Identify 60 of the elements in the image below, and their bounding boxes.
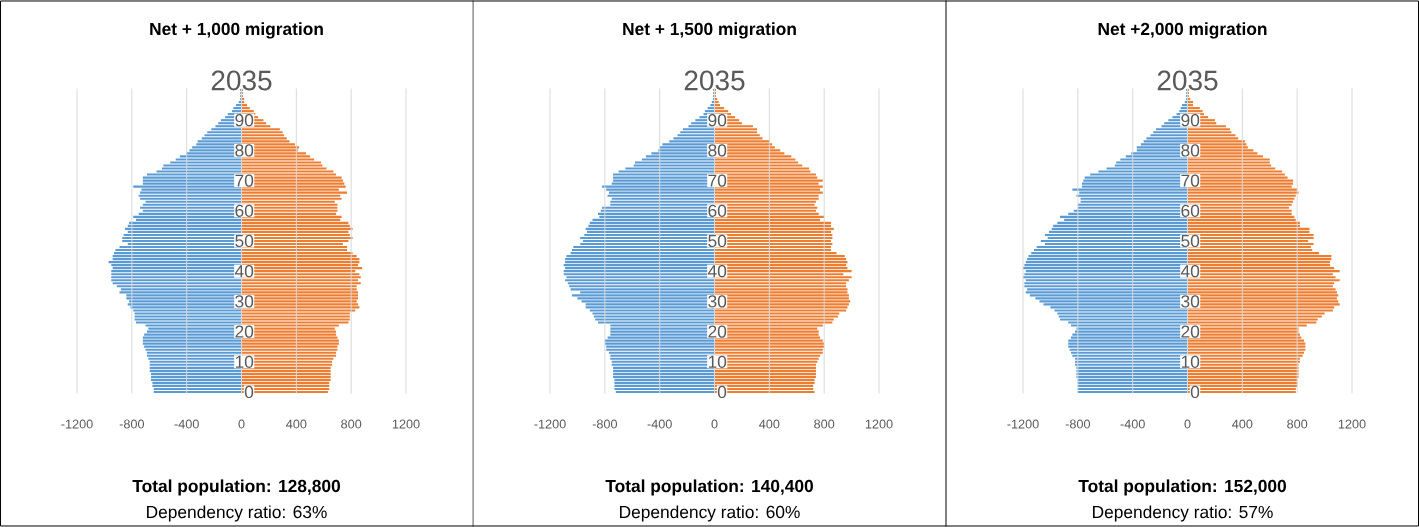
chart-title: Net + 1,000 migration: [150, 22, 323, 39]
x-tick-label: 800: [341, 419, 362, 429]
y-tick-label: 40: [1180, 265, 1200, 278]
y-tick-label: 80: [1181, 144, 1200, 157]
x-tick-label: 800: [1287, 419, 1308, 429]
y-tick-label: 40: [707, 265, 727, 278]
x-tick-label: 400: [759, 419, 780, 429]
text: Total population: 128,800: [132, 479, 340, 496]
x-tick-label: -800: [1065, 419, 1091, 429]
y-tick-label: 50: [1181, 234, 1200, 248]
text: Dependency ratio: 57%: [1093, 505, 1273, 522]
y-tick-label: 50: [708, 234, 727, 248]
x-tick-label: -400: [1120, 419, 1145, 429]
y-tick-label: 0: [1190, 385, 1200, 399]
x-tick-label: -400: [647, 419, 672, 429]
y-tick-label: 10: [1181, 355, 1200, 368]
text: Dependency ratio: 60%: [620, 505, 800, 522]
chart-title: Net +2,000 migration: [1098, 22, 1267, 39]
y-tick-label: 60: [1181, 204, 1200, 217]
x-tick-label: 1200: [865, 419, 893, 429]
x-tick-label: -1200: [1007, 419, 1039, 429]
x-tick-label: -800: [592, 419, 618, 429]
chart-subtitle: 2035: [1157, 70, 1218, 91]
chart-title: Net + 1,500 migration: [623, 22, 796, 39]
y-tick-label: 20: [235, 325, 254, 338]
y-tick-label: 10: [708, 355, 727, 368]
chart-subtitle: 2035: [684, 70, 745, 91]
y-tick-label: 30: [235, 295, 254, 308]
y-tick-label: 0: [717, 385, 727, 399]
text: Dependency ratio: 63%: [147, 505, 327, 522]
x-tick-label: 1200: [392, 419, 420, 429]
y-tick-label: 90: [708, 114, 727, 127]
y-tick-label: 50: [235, 234, 254, 248]
y-tick-label: 40: [234, 265, 254, 278]
y-tick-label: 10: [235, 355, 254, 368]
y-tick-label: 70: [708, 174, 727, 187]
y-tick-label: 60: [708, 204, 727, 217]
chart-subtitle: 2035: [211, 70, 272, 91]
y-tick-label: 60: [235, 204, 254, 217]
y-tick-label: 0: [244, 385, 254, 399]
x-tick-label: -1200: [534, 419, 566, 429]
y-tick-label: 90: [235, 114, 254, 127]
x-tick-label: -800: [119, 419, 145, 429]
y-tick-label: 70: [235, 174, 254, 187]
x-tick-label: 800: [814, 419, 835, 429]
y-tick-label: 20: [708, 325, 727, 338]
y-tick-label: 90: [1181, 114, 1200, 127]
y-tick-label: 80: [235, 144, 254, 157]
x-tick-label: 400: [1232, 419, 1253, 429]
x-tick-label: -400: [174, 419, 199, 429]
y-tick-label: 80: [708, 144, 727, 157]
y-tick-label: 30: [1181, 295, 1200, 308]
y-tick-label: 30: [708, 295, 727, 308]
y-tick-label: 70: [1181, 174, 1200, 187]
x-tick-label: 400: [286, 419, 307, 429]
text: Total population: 152,000: [1078, 479, 1286, 496]
y-tick-label: 20: [1181, 325, 1200, 338]
x-tick-label: -1200: [61, 419, 93, 429]
text: Total population: 140,400: [605, 479, 813, 496]
x-tick-label: 1200: [1338, 419, 1366, 429]
